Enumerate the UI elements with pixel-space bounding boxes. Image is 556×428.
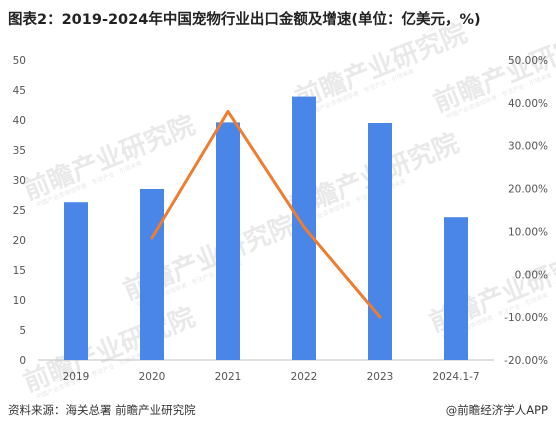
y-left-tick-label: 50 <box>13 55 26 67</box>
x-tick-label: 2021 <box>215 371 242 383</box>
y-left-tick-label: 30 <box>13 175 26 187</box>
y-left-tick-label: 10 <box>13 295 26 307</box>
y-left-tick-label: 5 <box>19 325 26 337</box>
y-left-tick-label: 25 <box>13 205 26 217</box>
watermark-text: 前瞻产业研究院 <box>19 302 199 399</box>
y-right-tick-label: -20.00% <box>504 355 548 367</box>
credit-note: @前瞻经济学人APP <box>445 403 548 417</box>
tick-labels: 0 5 10 15 20 25 30 35 40 45 50 -20.00% -10.00% 0.00% 1… <box>13 55 548 383</box>
bar <box>64 202 88 360</box>
bar <box>140 189 164 360</box>
x-tick-label: 2024.1-7 <box>432 371 479 383</box>
x-tick-label: 2022 <box>291 371 318 383</box>
y-left-tick-label: 35 <box>13 145 26 157</box>
y-left-tick-label: 15 <box>13 265 26 277</box>
y-left-tick-label: 40 <box>13 115 26 127</box>
x-tick-label: 2023 <box>367 371 394 383</box>
bar <box>216 122 240 361</box>
y-left-tick-label: 0 <box>19 355 26 367</box>
y-right-tick-label: -10.00% <box>504 312 548 324</box>
y-right-tick-label: 40.00% <box>508 98 548 110</box>
bar <box>368 123 392 360</box>
watermark-text: 前瞻产业研究院 <box>19 110 199 207</box>
growth-rate-line <box>150 109 382 319</box>
x-tick-label: 2019 <box>63 371 90 383</box>
y-right-tick-label: 0.00% <box>515 269 548 281</box>
chart-title: 图表2：2019-2024年中国宠物行业出口金额及增速(单位：亿美元，%) <box>8 12 481 28</box>
bar <box>444 217 468 360</box>
y-right-tick-label: 50.00% <box>508 55 548 67</box>
y-right-tick-label: 10.00% <box>508 226 548 238</box>
bar-series <box>64 96 468 361</box>
y-left-tick-label: 45 <box>13 85 26 97</box>
y-right-tick-label: 30.00% <box>508 141 548 153</box>
y-left-tick-label: 20 <box>13 235 26 247</box>
y-right-tick-label: 20.00% <box>508 184 548 196</box>
source-note: 资料来源：海关总署 前瞻产业研究院 <box>8 403 196 417</box>
x-tick-label: 2020 <box>139 371 166 383</box>
line-series <box>150 109 382 319</box>
